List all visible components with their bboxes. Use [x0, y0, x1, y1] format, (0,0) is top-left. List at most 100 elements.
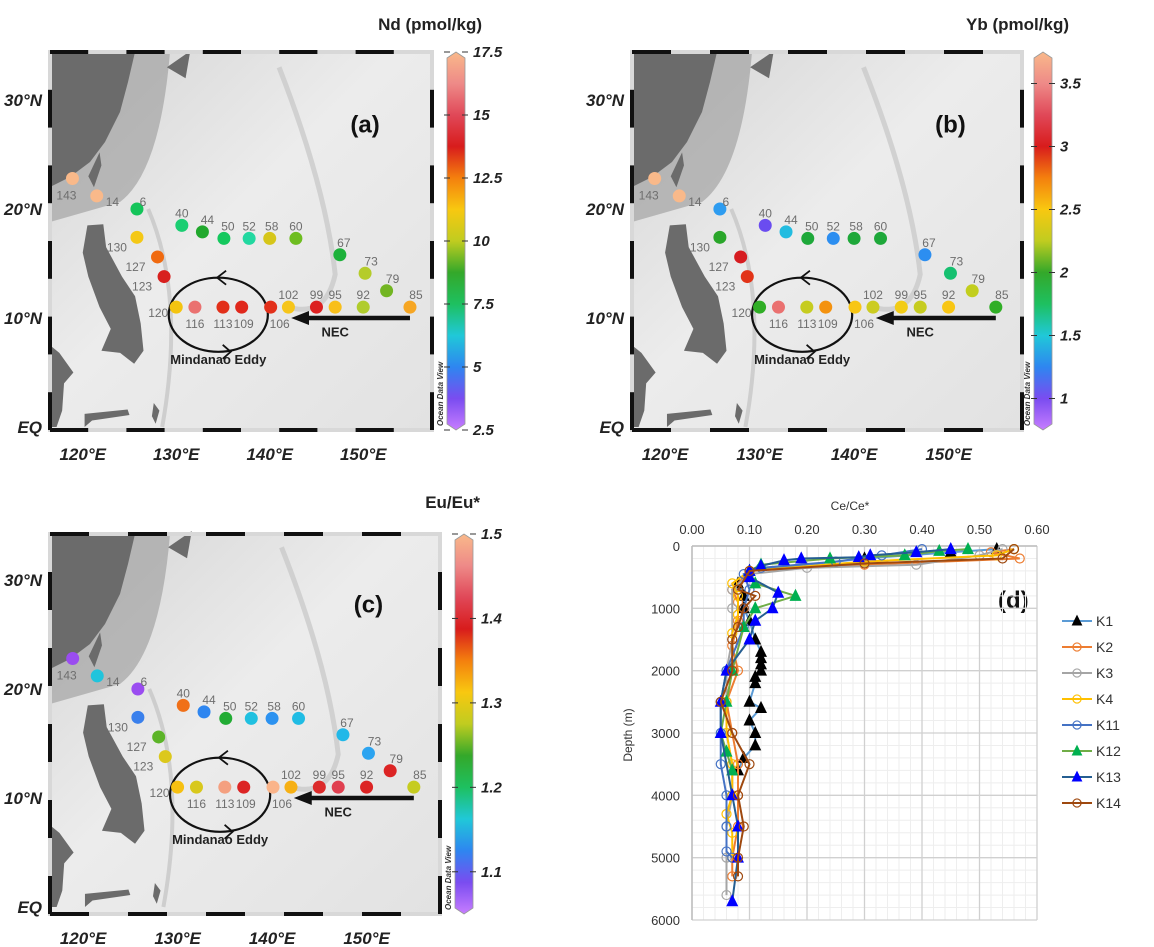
station-marker[interactable] [171, 780, 185, 794]
station-79[interactable]: 79 [383, 752, 403, 778]
station-6[interactable]: 6 [713, 195, 730, 216]
station-40[interactable]: 40 [175, 206, 189, 232]
station-109[interactable]: 109 [818, 300, 838, 332]
station-67[interactable]: 67 [918, 236, 936, 262]
station-52[interactable]: 52 [242, 219, 256, 245]
station-marker[interactable] [740, 270, 754, 284]
station-143[interactable]: 143 [639, 171, 662, 203]
station-52[interactable]: 52 [245, 699, 259, 725]
station-marker[interactable] [989, 300, 1003, 314]
legend-item-k1[interactable]: K1 [1062, 613, 1113, 629]
station-marker[interactable] [242, 231, 256, 245]
station-130[interactable]: 130 [107, 230, 144, 255]
station-marker[interactable] [66, 651, 80, 665]
station-marker[interactable] [848, 300, 862, 314]
station-marker[interactable] [152, 730, 166, 744]
station-6[interactable]: 6 [131, 675, 148, 696]
station-6[interactable]: 6 [130, 195, 147, 216]
station-marker[interactable] [328, 300, 342, 314]
station-marker[interactable] [292, 711, 306, 725]
station-marker[interactable] [176, 698, 190, 712]
station-85[interactable]: 85 [989, 288, 1009, 314]
station-40[interactable]: 40 [177, 686, 191, 712]
station-marker[interactable] [913, 300, 927, 314]
station-marker[interactable] [771, 300, 785, 314]
station-79[interactable]: 79 [965, 272, 985, 298]
station-marker[interactable] [866, 300, 880, 314]
legend-item-k3[interactable]: K3 [1062, 665, 1113, 681]
station-127[interactable]: 127 [127, 730, 166, 754]
station-73[interactable]: 73 [361, 734, 381, 760]
station-marker[interactable] [943, 266, 957, 280]
station-99[interactable]: 99 [313, 768, 327, 794]
station-marker[interactable] [218, 780, 232, 794]
station-120[interactable]: 120 [732, 300, 767, 321]
station-60[interactable]: 60 [292, 699, 306, 725]
station-marker[interactable] [197, 705, 211, 719]
station-120[interactable]: 120 [150, 780, 185, 801]
station-73[interactable]: 73 [943, 254, 963, 280]
station-marker[interactable] [874, 231, 888, 245]
station-marker[interactable] [753, 300, 767, 314]
station-marker[interactable] [169, 300, 183, 314]
station-marker[interactable] [648, 171, 662, 185]
station-marker[interactable] [333, 248, 347, 262]
legend-item-k2[interactable]: K2 [1062, 639, 1113, 655]
station-92[interactable]: 92 [360, 768, 374, 794]
station-58[interactable]: 58 [263, 219, 279, 245]
station-14[interactable]: 14 [90, 669, 120, 689]
station-marker[interactable] [195, 225, 209, 239]
station-marker[interactable] [264, 300, 278, 314]
station-92[interactable]: 92 [942, 288, 956, 314]
station-marker[interactable] [713, 202, 727, 216]
station-marker[interactable] [758, 218, 772, 232]
station-marker[interactable] [266, 780, 280, 794]
station-14[interactable]: 14 [672, 189, 702, 209]
station-marker[interactable] [358, 266, 372, 280]
station-116[interactable]: 116 [187, 780, 206, 812]
station-marker[interactable] [235, 300, 249, 314]
station-marker[interactable] [188, 300, 202, 314]
station-marker[interactable] [847, 231, 861, 245]
station-marker[interactable] [713, 230, 727, 244]
station-67[interactable]: 67 [336, 716, 354, 742]
station-92[interactable]: 92 [357, 288, 371, 314]
station-58[interactable]: 58 [265, 699, 281, 725]
station-marker[interactable] [216, 300, 230, 314]
station-marker[interactable] [131, 710, 145, 724]
station-marker[interactable] [131, 682, 145, 696]
station-50[interactable]: 50 [801, 219, 819, 245]
station-95[interactable]: 95 [328, 288, 342, 314]
station-85[interactable]: 85 [407, 768, 427, 794]
station-marker[interactable] [217, 231, 231, 245]
station-109[interactable]: 109 [236, 780, 256, 812]
station-marker[interactable] [157, 270, 171, 284]
station-106[interactable]: 106 [848, 300, 875, 332]
station-123[interactable]: 123 [133, 750, 172, 774]
station-marker[interactable] [281, 300, 295, 314]
station-44[interactable]: 44 [779, 213, 798, 239]
station-marker[interactable] [918, 248, 932, 262]
station-marker[interactable] [312, 780, 326, 794]
station-marker[interactable] [826, 231, 840, 245]
station-marker[interactable] [90, 189, 104, 203]
station-marker[interactable] [800, 300, 814, 314]
station-marker[interactable] [189, 780, 203, 794]
station-60[interactable]: 60 [874, 219, 888, 245]
station-102[interactable]: 102 [278, 288, 299, 314]
legend-item-k4[interactable]: K4 [1062, 691, 1113, 707]
station-52[interactable]: 52 [827, 219, 841, 245]
station-99[interactable]: 99 [310, 288, 324, 314]
station-116[interactable]: 116 [769, 300, 788, 332]
station-marker[interactable] [219, 711, 233, 725]
legend-item-k13[interactable]: K13 [1062, 769, 1121, 785]
station-40[interactable]: 40 [759, 206, 773, 232]
station-113[interactable]: 113 [213, 300, 233, 332]
station-marker[interactable] [151, 250, 165, 264]
station-106[interactable]: 106 [266, 780, 293, 812]
station-marker[interactable] [130, 230, 144, 244]
station-50[interactable]: 50 [217, 219, 235, 245]
station-marker[interactable] [289, 231, 303, 245]
station-marker[interactable] [244, 711, 258, 725]
station-143[interactable]: 143 [56, 171, 79, 203]
